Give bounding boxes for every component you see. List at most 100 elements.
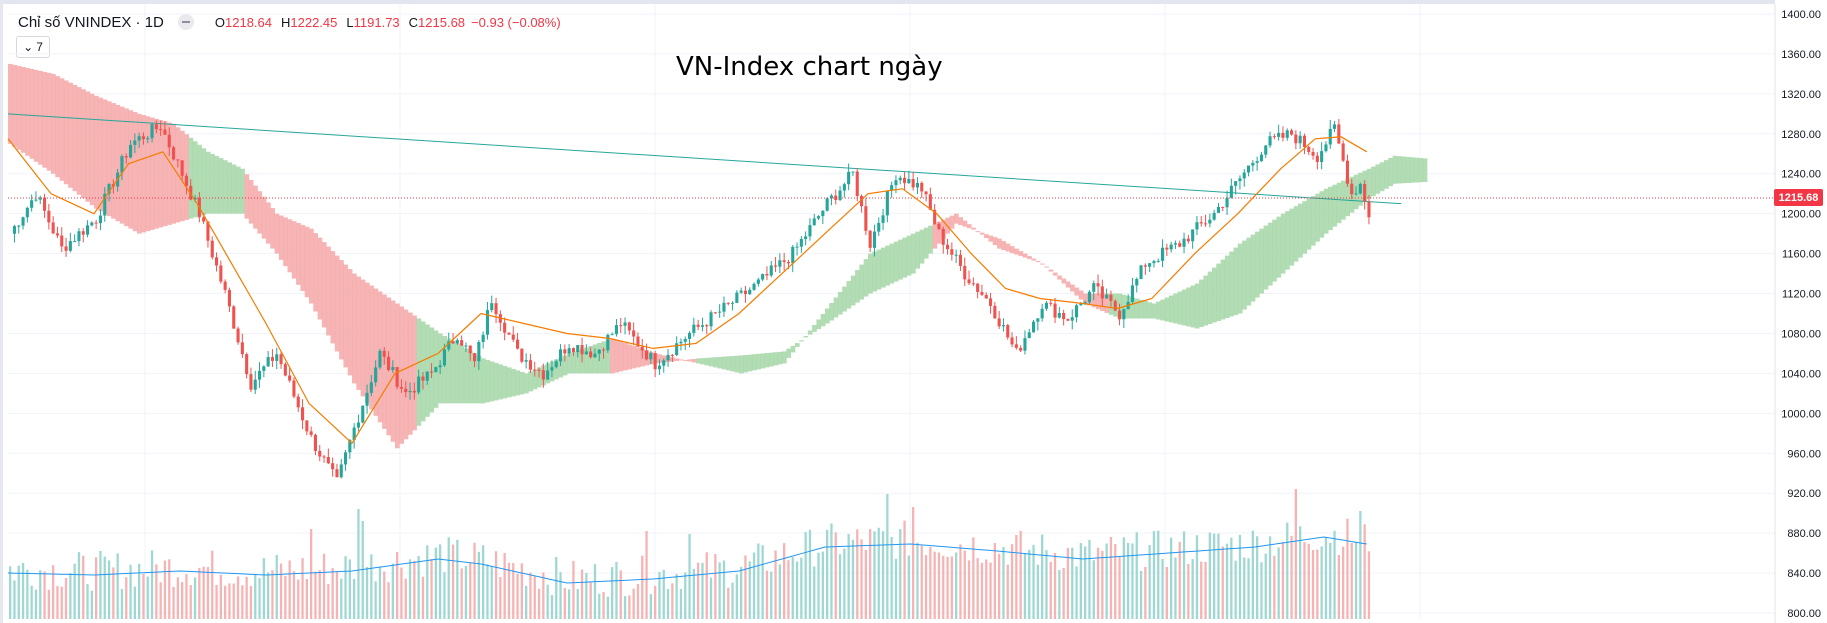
candle	[1281, 126, 1285, 142]
candle	[167, 127, 171, 157]
candle-body	[369, 382, 373, 393]
volume-bar	[671, 583, 674, 619]
candle	[524, 353, 528, 369]
candle-body	[1333, 124, 1337, 129]
candle	[378, 348, 382, 370]
candle	[348, 439, 352, 459]
candle-body	[301, 407, 305, 421]
cloud-segment	[1242, 240, 1247, 310]
cloud-segment	[747, 354, 753, 372]
volume-bar	[791, 557, 794, 619]
volume-bar	[937, 552, 941, 619]
volume-bar	[1225, 543, 1229, 619]
volume-bar	[288, 560, 291, 619]
cloud-segment	[309, 228, 314, 304]
volume-bar	[654, 585, 657, 619]
candle	[1173, 240, 1177, 249]
cloud-segment	[223, 160, 228, 214]
cloud-segment	[1095, 293, 1101, 310]
candle-body	[1212, 212, 1216, 220]
volume-bar	[64, 578, 68, 619]
candle	[1208, 213, 1212, 228]
candle-body	[1032, 321, 1036, 333]
volume-bar	[752, 552, 756, 619]
volume-bar	[1238, 534, 1242, 619]
candle	[954, 249, 958, 264]
volume-bar	[821, 551, 824, 619]
cloud-segment	[1384, 160, 1389, 189]
candle	[481, 331, 485, 349]
candle-body	[1075, 305, 1079, 318]
candle	[184, 173, 188, 195]
cloud-segment	[812, 324, 817, 332]
volume-bar	[163, 560, 167, 619]
candle	[1032, 319, 1036, 333]
volume-bar	[1213, 533, 1216, 619]
volume-bar	[559, 572, 562, 619]
candle	[769, 260, 773, 278]
candle-body	[795, 246, 799, 248]
candle	[21, 216, 25, 230]
cloud-segment	[59, 78, 65, 181]
candle	[752, 282, 756, 291]
volume-bar	[675, 574, 678, 619]
candle	[451, 333, 455, 345]
candle	[743, 285, 747, 303]
chart-title: VN-Index chart ngày	[676, 52, 943, 82]
volume-bar	[60, 586, 63, 619]
candle-body	[417, 376, 421, 393]
candle-body	[412, 390, 416, 393]
cloud-segment	[902, 237, 908, 278]
left-border	[0, 0, 3, 623]
volume-bar	[1247, 558, 1250, 619]
volume-bar	[1286, 522, 1289, 619]
volume-bar	[907, 555, 910, 619]
candle-body	[94, 222, 98, 224]
volume-bar	[125, 577, 128, 619]
candle	[963, 257, 967, 286]
volume-bar	[1311, 549, 1315, 619]
volume-bar	[176, 577, 179, 619]
candle	[17, 224, 21, 234]
volume-bar	[181, 582, 184, 619]
candle-body	[1294, 134, 1298, 144]
candle-body	[584, 351, 588, 355]
candle-body	[928, 194, 932, 210]
volume-bar	[1324, 537, 1328, 619]
cloud-segment	[532, 369, 538, 390]
candle-body	[769, 265, 773, 276]
volume-bar	[722, 560, 726, 619]
y-tick-label: 880.00	[1787, 528, 1821, 540]
cloud-segment	[210, 153, 215, 214]
candle	[868, 229, 872, 253]
candle-body	[266, 357, 270, 367]
y-tick-label: 1240.00	[1781, 169, 1821, 181]
volume-bar	[985, 559, 988, 619]
candle	[68, 232, 72, 253]
candle-body	[68, 241, 72, 251]
volume-bar	[456, 539, 459, 619]
candle	[1165, 243, 1169, 256]
volume-bar	[314, 571, 317, 619]
cloud-segment	[1422, 158, 1428, 182]
symbol-title[interactable]: Chỉ số VNINDEX · 1D	[18, 13, 164, 31]
cloud-segment	[739, 355, 744, 374]
hide-legend-icon[interactable]	[177, 14, 194, 30]
indicators-toggle-button[interactable]: ⌄ 7	[16, 36, 50, 58]
candle	[593, 348, 597, 359]
candle	[520, 348, 524, 364]
candle-body	[430, 371, 434, 373]
cloud-segment	[68, 82, 73, 188]
candle-body	[159, 129, 163, 131]
candle-body	[511, 334, 515, 340]
cloud-segment	[51, 73, 56, 174]
cloud-segment	[171, 123, 177, 224]
candle	[1152, 259, 1156, 268]
candle-body	[976, 283, 980, 293]
candle	[262, 365, 266, 378]
volume-bar	[1144, 566, 1147, 619]
candle	[1363, 180, 1367, 210]
candle	[335, 463, 339, 478]
volume-bar	[770, 571, 773, 619]
